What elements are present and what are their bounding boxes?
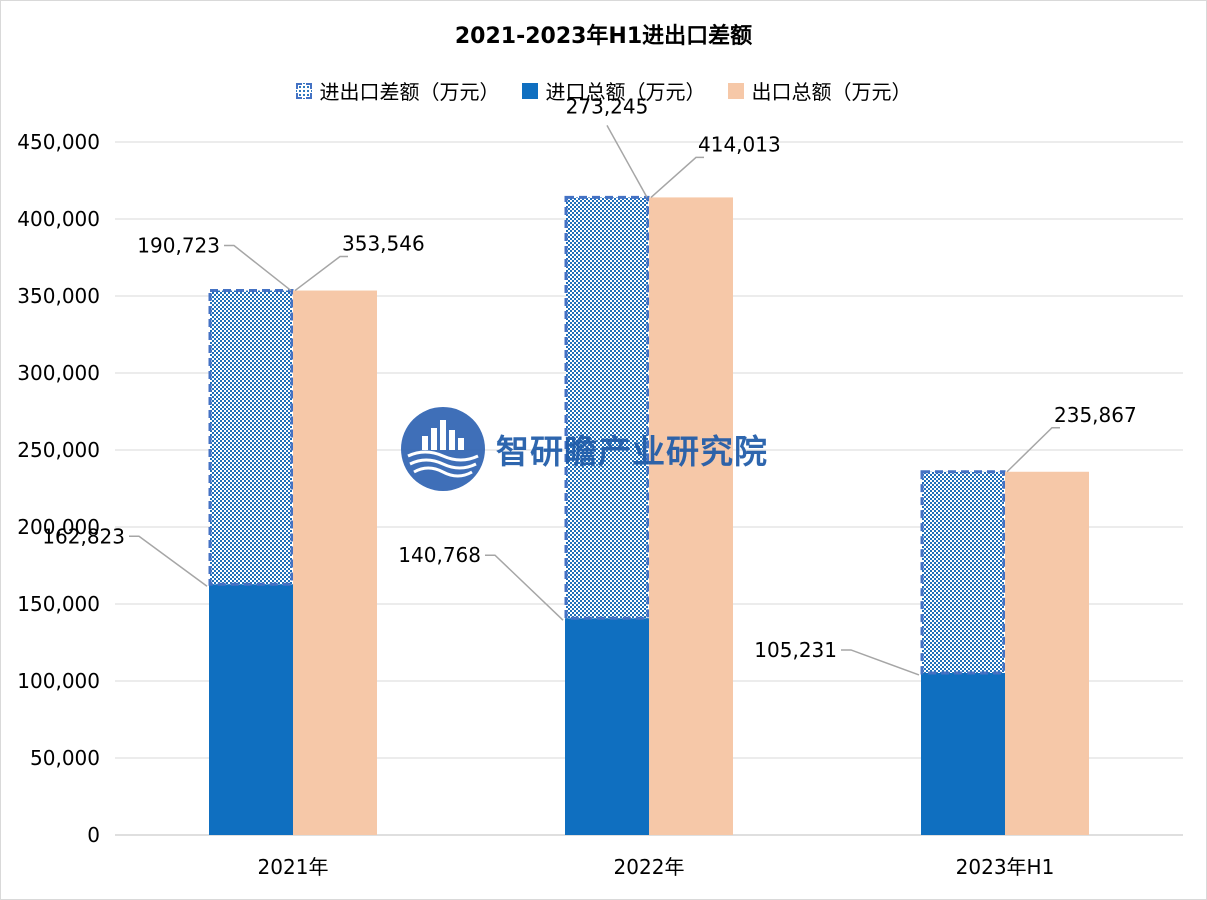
export-leader-line xyxy=(1006,427,1060,473)
x-tick-label: 2022年 xyxy=(614,855,685,879)
watermark-globe-icon xyxy=(401,407,485,491)
difference-data-label: 273,245 xyxy=(566,94,649,118)
legend-item-difference: 进出口差额（万元） xyxy=(295,76,500,105)
import-data-label: 140,768 xyxy=(398,543,481,567)
y-tick-label: 50,000 xyxy=(30,746,100,770)
x-axis-ticks: 2021年 2022年 2023年H1 xyxy=(258,855,1055,879)
difference-bar xyxy=(208,289,294,586)
legend-label-import: 进口总额（万元） xyxy=(545,80,706,104)
chart-title: 2021-2023年H1进出口差额 xyxy=(454,24,753,49)
legend-label-difference: 进出口差额（万元） xyxy=(319,80,500,104)
y-tick-label: 400,000 xyxy=(17,207,100,231)
bars xyxy=(208,195,1089,835)
difference-leader-line xyxy=(224,244,292,292)
export-data-label: 235,867 xyxy=(1054,403,1137,427)
difference-bar xyxy=(920,470,1006,675)
export-bar xyxy=(1005,471,1089,835)
import-bar xyxy=(565,618,649,835)
legend-swatch-difference xyxy=(295,82,312,99)
legend-item-import: 进口总额（万元） xyxy=(521,76,706,105)
export-leader-line xyxy=(650,156,704,198)
legend-swatch-import xyxy=(521,82,538,99)
difference-leader-line xyxy=(606,125,648,198)
y-tick-label: 450,000 xyxy=(17,130,100,154)
difference-bar xyxy=(564,195,650,620)
import-bar xyxy=(921,672,1005,835)
export-leader-line xyxy=(294,255,348,292)
watermark-text: 智研瞻产业研究院 xyxy=(496,432,768,471)
import-leader-line xyxy=(841,649,920,676)
y-tick-label: 150,000 xyxy=(17,592,100,616)
export-bar xyxy=(649,197,733,835)
x-tick-label: 2021年 xyxy=(258,855,329,879)
y-tick-label: 300,000 xyxy=(17,361,100,385)
y-tick-label: 200,000 xyxy=(17,515,100,539)
import-bar xyxy=(209,584,293,835)
y-tick-label: 0 xyxy=(87,823,100,847)
legend-label-export: 出口总额（万元） xyxy=(751,80,912,104)
export-data-label: 353,546 xyxy=(342,232,425,256)
y-axis-ticks: 0 50,000 100,000 150,000 200,000 250,000 300,0… xyxy=(17,130,100,847)
import-data-label: 105,231 xyxy=(754,638,837,662)
legend-swatch-export xyxy=(727,82,744,99)
y-tick-label: 100,000 xyxy=(17,669,100,693)
export-bar xyxy=(293,290,377,835)
x-tick-label: 2023年H1 xyxy=(956,855,1055,879)
legend-item-export: 出口总额（万元） xyxy=(727,76,912,105)
import-leader-line xyxy=(485,554,564,621)
y-tick-label: 350,000 xyxy=(17,284,100,308)
y-tick-label: 250,000 xyxy=(17,438,100,462)
export-data-label: 414,013 xyxy=(698,132,781,156)
data-labels: 162,823 190,723 353,546 140,768 273,245 414,0… xyxy=(42,94,1137,676)
watermark-logo: 智研瞻产业研究院 xyxy=(400,405,800,493)
difference-data-label: 190,723 xyxy=(137,234,220,258)
import-leader-line xyxy=(129,535,208,587)
import-data-label: 162,823 xyxy=(42,524,125,548)
chart-legend: 进出口差额（万元） 进口总额（万元） 出口总额（万元） xyxy=(0,76,1207,105)
